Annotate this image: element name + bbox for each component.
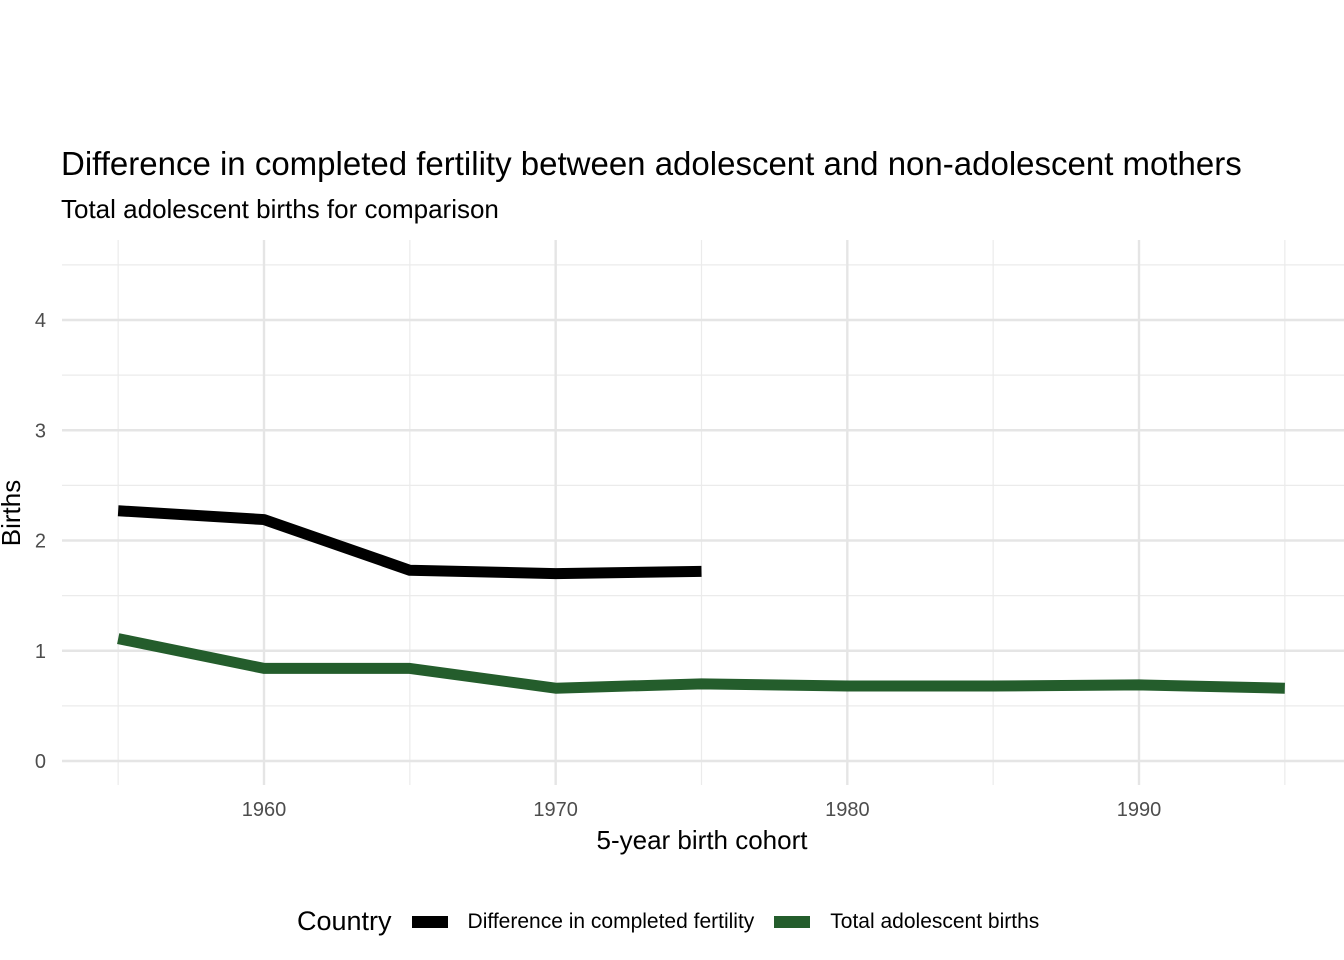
minor-gridlines — [62, 240, 1344, 785]
y-tick-label: 2 — [35, 531, 46, 553]
x-tick-label: 1960 — [242, 799, 287, 821]
y-tick-label: 3 — [35, 420, 46, 442]
chart-title: Difference in completed fertility betwee… — [61, 145, 1242, 182]
x-tick-label: 1980 — [825, 799, 870, 821]
x-axis-ticks: 1960 1970 1980 1990 — [242, 799, 1162, 821]
y-tick-label: 0 — [35, 751, 46, 773]
legend: Country Difference in completed fertilit… — [297, 906, 1059, 937]
chart-subtitle: Total adolescent births for comparison — [61, 194, 499, 224]
y-axis-ticks: 0 1 2 3 4 — [35, 310, 46, 773]
y-tick-label: 4 — [35, 310, 46, 332]
legend-label-difference: Difference in completed fertility — [467, 909, 755, 933]
series-lines — [117, 505, 1285, 694]
legend-label-total: Total adolescent births — [830, 909, 1040, 933]
x-tick-label: 1970 — [533, 799, 578, 821]
y-tick-label: 1 — [35, 641, 46, 663]
x-tick-label: 1990 — [1117, 799, 1162, 821]
x-axis-title: 5-year birth cohort — [597, 825, 809, 855]
y-axis-title: Births — [0, 480, 26, 546]
legend-key-difference — [411, 915, 448, 928]
legend-key-total — [774, 915, 811, 928]
legend-title: Country — [297, 906, 392, 936]
series-line-total — [117, 633, 1285, 694]
series-line-difference — [117, 505, 702, 580]
major-gridlines — [62, 240, 1344, 785]
